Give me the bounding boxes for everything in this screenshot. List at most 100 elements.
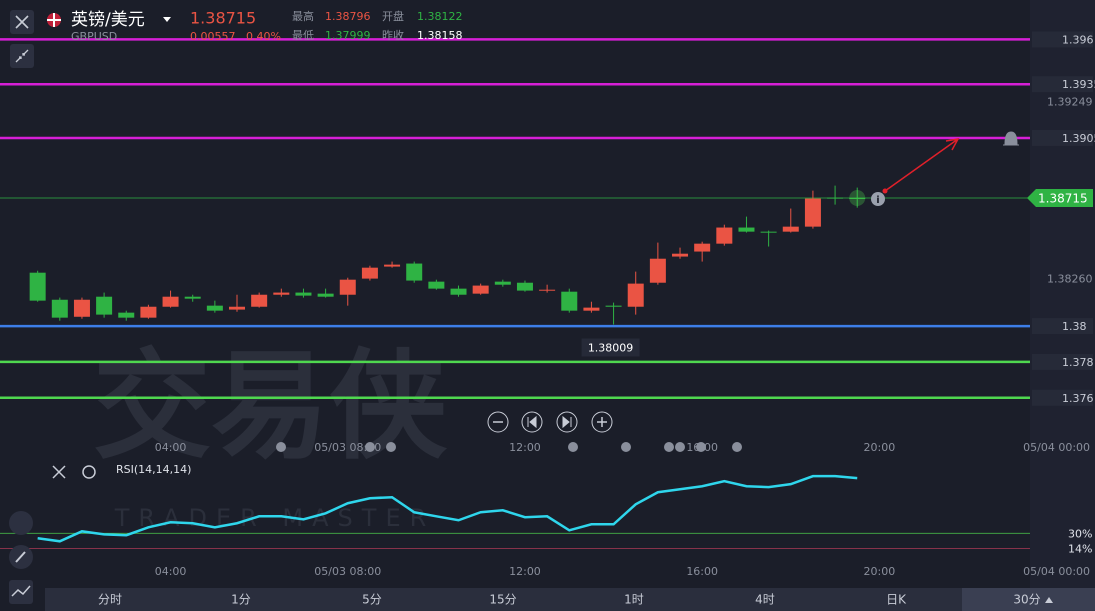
- timeframe-tab[interactable]: 4时: [755, 593, 775, 607]
- candle-body: [140, 306, 157, 318]
- timeframe-caret: [1045, 597, 1053, 603]
- plot: 1.39249 1.38260 1.396 1.3935 1.3905 1.38 1.378…: [0, 31, 1095, 578]
- candle-body: [428, 281, 445, 289]
- info-glyph: i: [876, 195, 879, 206]
- change-pct: 0.40%: [246, 30, 281, 43]
- event-marker[interactable]: [276, 442, 286, 452]
- timeframe-tab[interactable]: 日K: [886, 593, 907, 607]
- flag-cross: [47, 13, 61, 27]
- x-tick-label: 12:00: [509, 565, 541, 578]
- candle-body: [229, 306, 246, 310]
- timeframe-tab[interactable]: 分时: [98, 593, 122, 607]
- timeframe-tab[interactable]: 1时: [624, 593, 644, 607]
- close-icon: [15, 15, 29, 29]
- low-tag: [581, 338, 640, 357]
- candle-body: [118, 312, 135, 318]
- level-tag: [1032, 129, 1093, 146]
- zoom-controls: [487, 411, 613, 433]
- chart-tool-icon: [11, 585, 31, 597]
- event-marker[interactable]: [365, 442, 375, 452]
- dropdown-arrow[interactable]: [163, 17, 171, 22]
- symbol-name[interactable]: 英镑/美元: [71, 10, 145, 30]
- rsi-tick-label: 30%: [1068, 527, 1092, 540]
- event-marker[interactable]: [386, 442, 396, 452]
- price-axis: [1030, 0, 1095, 588]
- level-label: 1.378: [1062, 356, 1094, 369]
- indicator-tool[interactable]: [9, 511, 33, 535]
- candle-body: [716, 227, 733, 244]
- x-tick-label: 04:00: [155, 441, 187, 454]
- last-price-tag: [1027, 188, 1093, 207]
- candle-body: [672, 253, 689, 257]
- x-tick-label: 16:00: [686, 565, 718, 578]
- candle-body: [29, 272, 46, 301]
- stat-value: 1.38122: [417, 10, 463, 23]
- event-marker[interactable]: [664, 442, 674, 452]
- candle-body: [782, 226, 799, 232]
- level-label: 1.3905: [1062, 132, 1095, 145]
- rsi-title: RSI(14,14,14): [116, 463, 191, 476]
- candle-body: [472, 285, 489, 294]
- candle-body: [804, 198, 821, 227]
- zoom-out[interactable]: [487, 411, 509, 433]
- candle-body: [361, 267, 378, 279]
- watermark: 交易侠 TRADER MASTER: [93, 337, 448, 532]
- level-tag: [1032, 31, 1093, 48]
- scroll-start[interactable]: [521, 411, 543, 433]
- timeframe-tab[interactable]: 1分: [231, 593, 251, 607]
- timeframe-bar: [45, 588, 1095, 611]
- x-tick-label: 20:00: [864, 565, 896, 578]
- rsi-settings[interactable]: [82, 465, 96, 479]
- event-marker[interactable]: [568, 442, 578, 452]
- stat-label: 最高: [292, 9, 314, 23]
- candle-body: [96, 296, 113, 315]
- candle-body: [251, 294, 268, 307]
- timeframe-tab[interactable]: 30分: [1013, 593, 1040, 607]
- trend-arrow: [884, 138, 960, 192]
- live-glow: [849, 189, 866, 206]
- timeframe-tab[interactable]: 5分: [362, 593, 382, 607]
- stat-label: 开盘: [382, 9, 404, 23]
- candle-body: [494, 281, 511, 285]
- candle-body: [206, 305, 223, 311]
- collapse-button[interactable]: [10, 44, 34, 68]
- scroll-end-icon: [562, 415, 572, 429]
- event-markers: [276, 442, 742, 452]
- draw-icon: [15, 551, 26, 563]
- candle-body: [849, 197, 866, 199]
- stat-value: 1.38796: [325, 10, 371, 23]
- zoom-in[interactable]: [591, 411, 613, 433]
- y-tick-label: 1.39249: [1047, 95, 1093, 108]
- candle-body: [760, 231, 777, 233]
- event-marker[interactable]: [732, 442, 742, 452]
- candle-body: [317, 293, 334, 297]
- scroll-end[interactable]: [556, 411, 578, 433]
- candle-body: [73, 299, 90, 317]
- alert-bell[interactable]: [1003, 131, 1019, 146]
- candle-body: [539, 289, 556, 291]
- watermark-subtitle: TRADER MASTER: [114, 504, 436, 532]
- x-tick-label: 20:00: [864, 441, 896, 454]
- low-label: 1.38009: [588, 341, 634, 354]
- candle-body: [627, 283, 644, 307]
- collapse-icon: [15, 49, 29, 63]
- stat-value: 1.38158: [417, 29, 463, 42]
- x-tick-label: 05/04 00:00: [1023, 441, 1090, 454]
- event-marker[interactable]: [675, 442, 685, 452]
- event-marker[interactable]: [621, 442, 631, 452]
- watermark-title: 交易侠: [93, 337, 448, 475]
- rsi-line: [37, 474, 858, 543]
- price: 1.38715: [190, 9, 256, 28]
- rsi-close[interactable]: [52, 465, 66, 479]
- info-icon[interactable]: [871, 192, 885, 206]
- candle-body: [450, 288, 467, 295]
- candle-body: [694, 243, 711, 252]
- timeframe-tab[interactable]: 15分: [489, 593, 516, 607]
- stat-value: 1.37999: [325, 29, 371, 42]
- level-label: 1.3935: [1062, 78, 1095, 91]
- x-tick-label: 05/04 00:00: [1023, 565, 1090, 578]
- event-marker[interactable]: [696, 442, 706, 452]
- x-tick-label: 05/03 08:00: [314, 565, 381, 578]
- candle-body: [605, 305, 622, 307]
- timeframe-active: [962, 588, 1095, 611]
